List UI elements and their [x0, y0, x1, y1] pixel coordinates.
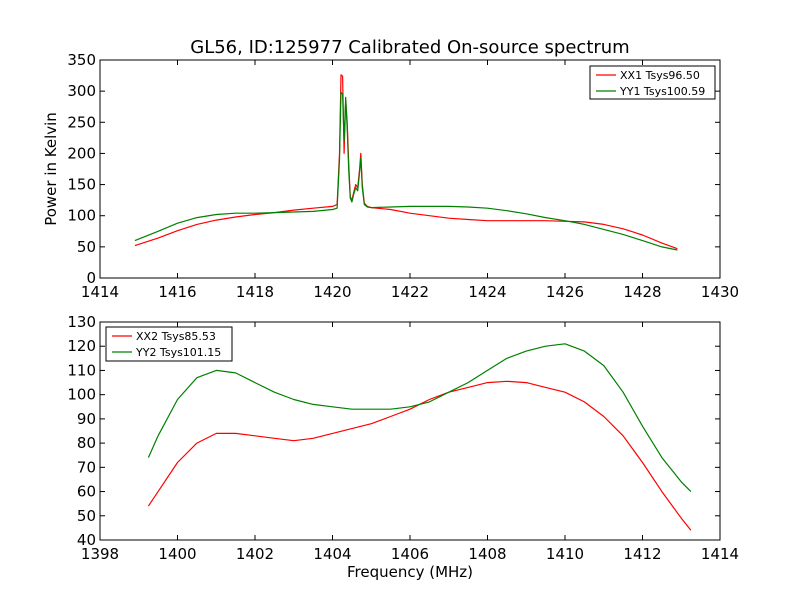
chart-bottom-x-tick-label: 1408: [468, 545, 506, 563]
chart-top-legend-label: XX1 Tsys96.50: [620, 69, 700, 82]
top-panel: 1414 1416 1418 1420 1422 1424 1426 1428 1430 0 50 1…: [42, 51, 739, 301]
chart-bottom-y-tick-label: 90: [77, 410, 96, 428]
chart-top-y-tick-label: 150: [67, 176, 96, 194]
chart-top-x-tick-label: 1422: [391, 283, 429, 301]
chart-top-y-tick-label: 300: [67, 82, 96, 100]
chart-top-x-tick-label: 1416: [158, 283, 196, 301]
chart-top-series-2-line: [134, 91, 678, 251]
chart-bottom-x-axis-label: Frequency (MHz): [347, 563, 473, 581]
chart-bottom-legend-label: XX2 Tsys85.53: [136, 330, 216, 343]
chart-top-x-tick-label: 1420: [313, 283, 351, 301]
chart-top-x-tick-label: 1414: [81, 283, 119, 301]
chart-top-x-tick-label: 1430: [701, 283, 739, 301]
chart-bottom-series-2-line: [147, 343, 692, 493]
chart-top-legend-label: YY1 Tsys100.59: [619, 85, 705, 98]
chart-bottom-y-tick-label: 70: [77, 458, 96, 476]
chart-top-legend: [589, 65, 716, 100]
chart-bottom-x-tick-label: 1404: [313, 545, 351, 563]
chart-bottom-y-tick-label: 100: [67, 386, 96, 404]
chart-bottom-x-tick-label: 1410: [546, 545, 584, 563]
chart-bottom-y-tick-label: 110: [67, 361, 96, 379]
chart-bottom-x-tick-label: 1412: [623, 545, 661, 563]
chart-top-y-tick-label: 0: [86, 269, 96, 287]
chart-bottom-y-tick-label: 40: [77, 531, 96, 549]
chart-title: GL56, ID:125977 Calibrated On-source spe…: [190, 37, 629, 58]
chart-top-x-tick-label: 1424: [468, 283, 506, 301]
chart-top-y-tick-label: 200: [67, 144, 96, 162]
chart-top-y-tick-label: 350: [67, 51, 96, 69]
chart-bottom-x-tick-label: 1398: [81, 545, 119, 563]
chart-top-x-tick-label: 1418: [236, 283, 274, 301]
chart-bottom-y-tick-label: 130: [67, 313, 96, 331]
chart-top-y-tick-label: 50: [77, 238, 96, 256]
chart-bottom-legend-label: YY2 Tsys101.15: [135, 346, 221, 359]
chart-bottom-x-tick-label: 1402: [236, 545, 274, 563]
chart-top-series-1-line: [134, 74, 678, 250]
bottom-panel: 1398 1400 1402 1404 1406 1408 1410 1412 1414 40 50…: [67, 313, 739, 581]
chart-bottom-y-tick-label: 50: [77, 507, 96, 525]
chart-top-y-tick-label: 100: [67, 207, 96, 225]
chart-bottom-x-tick-label: 1406: [391, 545, 429, 563]
chart-top-y-axis-label: Power in Kelvin: [42, 112, 60, 226]
chart-bottom-y-tick-label: 80: [77, 434, 96, 452]
chart-bottom-x-tick-label: 1414: [701, 545, 739, 563]
chart-top-x-tick-label: 1426: [546, 283, 584, 301]
chart-top-x-tick-label: 1428: [623, 283, 661, 301]
chart-bottom-x-tick-label: 1400: [158, 545, 196, 563]
chart-top-y-tick-label: 250: [67, 113, 96, 131]
chart-bottom-legend: [105, 326, 233, 362]
chart-bottom-y-tick-label: 60: [77, 483, 96, 501]
chart-bottom-y-tick-label: 120: [67, 337, 96, 355]
